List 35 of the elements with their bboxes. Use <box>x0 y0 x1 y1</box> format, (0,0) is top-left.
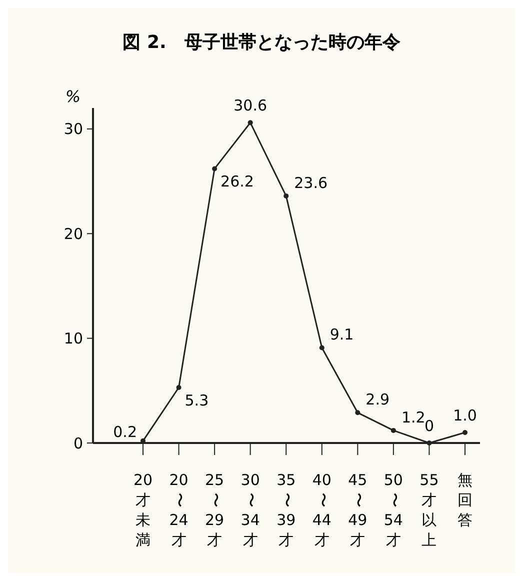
point <box>176 385 182 390</box>
x-tick-label: 25〜29才 <box>205 471 224 549</box>
x-tick-label: 35〜39才 <box>276 471 296 549</box>
x-tick-label: 40〜44才 <box>312 471 332 549</box>
x-tick-label: 30〜34才 <box>240 471 260 549</box>
y-tick-label: 0 <box>73 434 83 452</box>
point <box>390 428 396 433</box>
x-tick-label: 無回答 <box>458 471 472 529</box>
x-tick-label: 55才以上 <box>420 471 439 549</box>
y-tick-label: 10 <box>64 330 83 348</box>
chart-title: 図 2. 母子世帯となった時の年令 <box>122 32 402 53</box>
x-tick-label: 20〜24才 <box>169 471 189 549</box>
y-tick-label: 20 <box>64 224 83 243</box>
data-label: 23.6 <box>294 174 328 192</box>
data-label: 0 <box>424 417 434 435</box>
point <box>284 193 289 198</box>
point <box>319 345 324 350</box>
x-tick-label: 20才未満 <box>133 471 153 549</box>
x-tick-label: 50〜54才 <box>384 471 404 549</box>
data-label: 26.2 <box>220 172 254 191</box>
point <box>462 430 468 436</box>
y-axis-title: % <box>65 87 81 106</box>
data-label: 5.3 <box>184 392 209 410</box>
data-label: 2.9 <box>366 390 390 409</box>
point <box>426 440 432 446</box>
data-label: 0.2 <box>113 422 137 441</box>
point <box>248 120 253 126</box>
data-label: 1.0 <box>453 406 477 425</box>
y-tick-label: 30 <box>64 120 83 138</box>
point <box>355 410 360 416</box>
data-label: 30.6 <box>234 96 268 115</box>
x-tick-label: 45〜49才 <box>348 471 368 549</box>
data-label: 1.2 <box>401 408 426 426</box>
point <box>212 166 218 172</box>
data-label: 9.1 <box>330 326 354 344</box>
